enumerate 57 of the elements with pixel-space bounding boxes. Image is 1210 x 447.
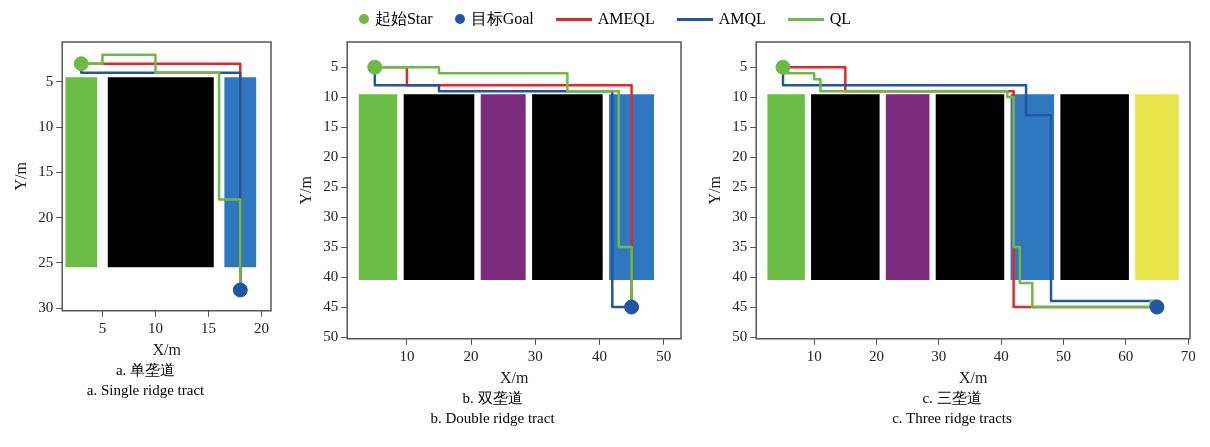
- x-tick-label: 40: [591, 347, 607, 364]
- x-tick-label: 50: [1055, 347, 1071, 364]
- y-tick-label: 5: [45, 72, 54, 89]
- y-tick-label: 30: [322, 208, 338, 225]
- y-tick-label: 5: [330, 58, 338, 75]
- y-tick-label: 35: [732, 238, 748, 254]
- y-axis-title: Y/m: [11, 161, 29, 191]
- x-tick-label: 50: [655, 347, 671, 364]
- x-tick-label: 10: [398, 347, 414, 364]
- x-tick-label: 5: [98, 319, 107, 336]
- legend-label: AMEQL: [597, 10, 655, 28]
- y-tick-label: 10: [322, 88, 338, 105]
- x-tick-label: 20: [253, 319, 269, 336]
- x-tick-label: 60: [1118, 347, 1134, 364]
- y-tick-label: 5: [739, 58, 748, 75]
- y-tick-label: 30: [38, 299, 54, 316]
- legend-label: 起始Star: [374, 8, 433, 29]
- x-tick-label: 20: [868, 347, 884, 364]
- y-tick-label: 10: [38, 118, 54, 135]
- legend-label: 目标Goal: [470, 8, 534, 29]
- text: a. Single ridge tract: [86, 381, 205, 400]
- x-axis-title: X/m: [499, 368, 529, 386]
- x-tick-label: 15: [200, 319, 216, 336]
- text: a. 单垄道: [115, 361, 176, 380]
- x-tick-label: 30: [931, 347, 947, 364]
- x-tick-label: 10: [147, 319, 163, 336]
- y-tick-label: 40: [322, 267, 338, 284]
- y-tick-label: 15: [732, 118, 748, 135]
- text: b. Double ridge tract: [430, 409, 555, 428]
- text: c. Three ridge tracts: [892, 409, 1012, 428]
- y-tick-label: 30: [732, 208, 748, 225]
- x-axis-title: X/m: [958, 368, 988, 386]
- x-tick-label: 20: [463, 347, 479, 364]
- y-tick-label: 40: [732, 267, 748, 284]
- x-tick-label: 10: [806, 347, 822, 364]
- y-tick-label: 25: [38, 253, 54, 270]
- text: c. 三垄道: [922, 389, 982, 408]
- y-axis-title: Y/m: [705, 175, 723, 205]
- y-tick-label: 10: [732, 88, 748, 105]
- x-tick-label: 70: [1180, 347, 1196, 364]
- y-tick-label: 15: [322, 118, 338, 135]
- y-tick-label: 20: [38, 208, 54, 225]
- legend-label: AMQL: [718, 10, 766, 28]
- y-tick-label: 45: [322, 297, 338, 314]
- y-axis-title: Y/m: [296, 175, 314, 205]
- y-tick-label: 45: [732, 297, 748, 314]
- y-tick-label: 20: [732, 148, 748, 165]
- x-axis-title: X/m: [152, 340, 182, 358]
- y-tick-label: 15: [38, 163, 54, 180]
- y-tick-label: 25: [732, 178, 748, 195]
- x-tick-label: 30: [527, 347, 543, 364]
- y-tick-label: 20: [322, 148, 338, 165]
- x-tick-label: 40: [993, 347, 1009, 364]
- y-tick-label: 35: [322, 238, 338, 254]
- text: b. 双垄道: [462, 389, 523, 408]
- legend-label: QL: [829, 10, 852, 28]
- y-tick-label: 25: [322, 178, 338, 195]
